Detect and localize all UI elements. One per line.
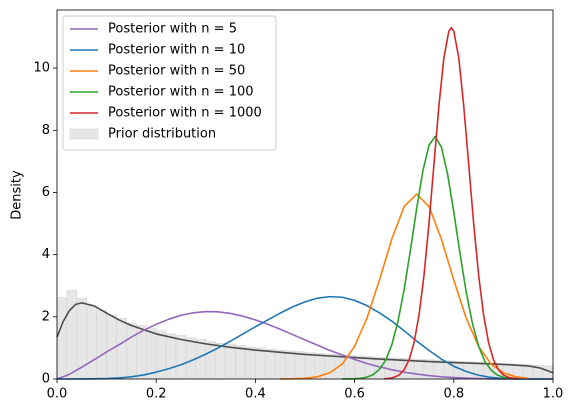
histogram-bar bbox=[235, 345, 246, 380]
histogram-bar bbox=[274, 349, 286, 380]
histogram-bar bbox=[126, 322, 137, 380]
histogram-bar bbox=[175, 335, 187, 380]
histogram-bar bbox=[245, 346, 256, 380]
y-tick-label: 10 bbox=[33, 61, 50, 76]
histogram-bar bbox=[86, 305, 97, 380]
legend: Posterior with n = 5 Posterior with n = 1… bbox=[62, 15, 277, 151]
legend-label: Posterior with n = 100 bbox=[108, 85, 254, 100]
series-line bbox=[57, 295, 553, 380]
y-tick-label: 4 bbox=[42, 247, 50, 262]
plot-area: 0.0 0.2 0.4 0.6 0.8 1.0 0 2 4 6 8 10 Posterior with … bbox=[33, 9, 564, 402]
legend-label: Posterior with n = 10 bbox=[108, 43, 245, 58]
legend-swatch bbox=[69, 128, 99, 140]
legend-label: Posterior with n = 50 bbox=[108, 64, 245, 79]
x-tick-label: 1.0 bbox=[543, 387, 564, 402]
x-tick-label: 0.0 bbox=[47, 387, 68, 402]
y-tick-label: 0 bbox=[42, 372, 50, 387]
histogram-bar bbox=[165, 333, 177, 380]
series-line bbox=[342, 135, 516, 380]
legend-label: Posterior with n = 5 bbox=[108, 22, 237, 37]
histogram-bar bbox=[284, 350, 296, 380]
y-tick-label: 2 bbox=[42, 309, 50, 324]
prior-kde-line bbox=[56, 302, 554, 374]
histogram-bar bbox=[413, 359, 425, 380]
legend-label: Prior distribution bbox=[108, 127, 216, 142]
histogram-bar bbox=[255, 347, 266, 380]
series-line bbox=[280, 193, 529, 380]
y-tick-label: 8 bbox=[42, 123, 50, 138]
histogram-bar bbox=[96, 310, 107, 380]
x-tick-label: 0.8 bbox=[443, 387, 464, 402]
histogram-bar bbox=[56, 297, 68, 380]
series-line bbox=[384, 26, 519, 380]
histogram-bar bbox=[324, 353, 336, 380]
histogram-bar bbox=[116, 318, 127, 380]
x-tick-label: 0.4 bbox=[245, 387, 266, 402]
axes-frame bbox=[56, 9, 554, 380]
x-tick-label: 0.2 bbox=[146, 387, 167, 402]
legend-label: Posterior with n = 1000 bbox=[108, 106, 262, 121]
histogram-bar bbox=[265, 348, 276, 380]
histogram-bar bbox=[205, 341, 217, 380]
y-axis-label: Density bbox=[10, 170, 25, 220]
histogram-bar bbox=[403, 358, 415, 380]
legend-box bbox=[62, 15, 277, 151]
histogram-bar bbox=[145, 328, 157, 380]
series-line bbox=[56, 310, 553, 380]
histogram-bar bbox=[195, 338, 207, 380]
histogram-bar bbox=[225, 343, 236, 380]
histogram-bar bbox=[294, 351, 306, 380]
y-tick-label: 6 bbox=[42, 185, 50, 200]
x-tick-label: 0.6 bbox=[344, 387, 365, 402]
histogram-bar bbox=[334, 354, 345, 380]
histogram-bar bbox=[304, 352, 316, 380]
